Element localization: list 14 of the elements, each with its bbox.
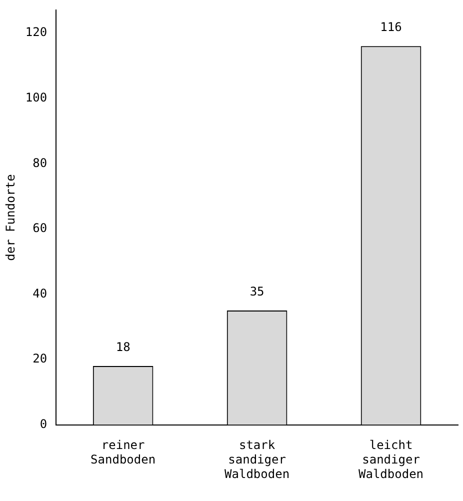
y-tick-label: 100: [25, 90, 48, 104]
y-tick-label: 0: [40, 416, 48, 431]
y-axis-title: der Fundorte: [3, 174, 18, 261]
y-tick-label: 20: [32, 352, 48, 366]
y-tick-label: 80: [32, 156, 48, 170]
data-label: 116: [380, 20, 402, 34]
y-tick-label: 40: [32, 286, 48, 300]
data-label: 35: [250, 284, 264, 299]
x-tick-label: leicht sandiger Waldboden: [358, 438, 424, 481]
y-tick-label: 60: [32, 221, 48, 236]
data-label: 18: [116, 340, 130, 354]
x-tick-label: stark sandiger Waldboden: [224, 438, 290, 481]
x-tick-label: reiner Sandboden: [90, 438, 156, 467]
y-tick-label: 120: [25, 25, 48, 40]
